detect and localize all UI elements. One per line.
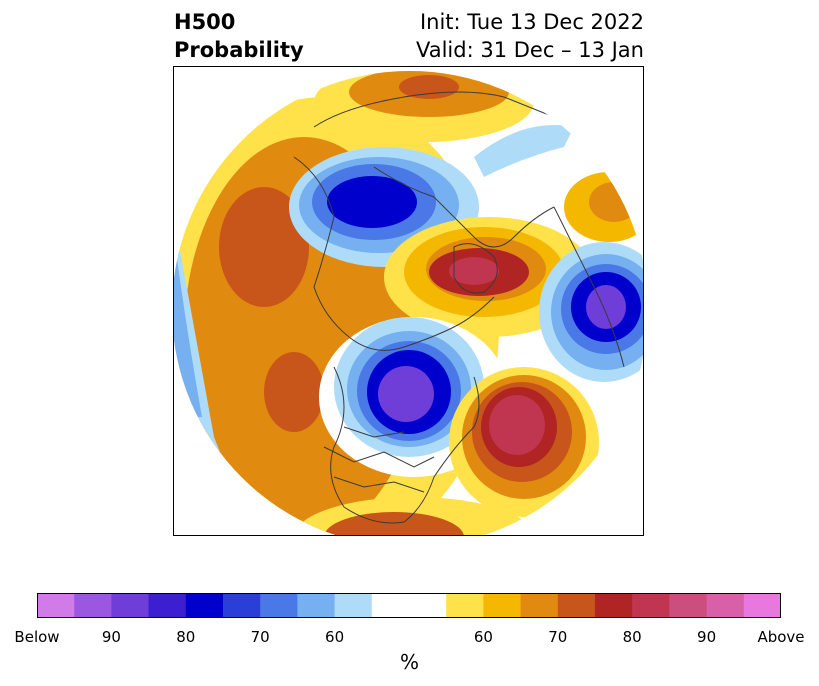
colorbar-unit-label: % — [399, 650, 419, 674]
colorbar-cell — [260, 593, 298, 618]
colorbar-tick: Above — [757, 628, 805, 646]
colorbar-cells — [37, 593, 781, 618]
probability-field — [174, 71, 643, 535]
title-product: Probability — [174, 38, 304, 62]
colorbar-cell — [706, 593, 745, 618]
title-right: Init: Tue 13 Dec 2022 Valid: 31 Dec – 13… — [416, 8, 644, 64]
title-valid-range: Valid: 31 Dec – 13 Jan — [415, 38, 644, 62]
colorbar-cell — [185, 593, 224, 618]
colorbar-cell — [111, 593, 150, 618]
probability-map — [173, 66, 644, 536]
title-init-date: Init: Tue 13 Dec 2022 — [419, 10, 644, 34]
colorbar-cell — [483, 593, 522, 618]
colorbar-tick: 70 — [250, 628, 270, 646]
colorbar-cell — [669, 593, 708, 618]
colorbar-cell — [37, 593, 75, 618]
colorbar-tick: 60 — [325, 628, 345, 646]
colorbar-border — [37, 593, 781, 618]
colorbar-tick: 80 — [176, 628, 196, 646]
colorbar-cell — [334, 593, 373, 618]
coastlines — [293, 91, 625, 524]
colorbar-cell — [595, 593, 633, 618]
colorbar-tick: 60 — [473, 628, 493, 646]
colorbar-cell — [297, 593, 336, 618]
colorbar-tick-labels: Below 90 80 70 60 60 70 80 90 Above — [14, 628, 804, 648]
colorbar-cell — [743, 593, 781, 618]
colorbar-cell — [557, 593, 596, 618]
colorbar-cell — [409, 593, 447, 618]
colorbar-cell — [148, 593, 187, 618]
colorbar-cell — [223, 593, 261, 618]
map-canvas — [174, 71, 643, 535]
colorbar — [37, 593, 781, 618]
colorbar-cell — [520, 593, 559, 618]
colorbar-tick: 80 — [622, 628, 642, 646]
colorbar-cell — [371, 593, 410, 618]
colorbar-tick: 90 — [101, 628, 121, 646]
title-variable: H500 — [174, 10, 236, 34]
colorbar-cell — [446, 593, 484, 618]
colorbar-tick: 70 — [548, 628, 568, 646]
colorbar-tick: 90 — [697, 628, 717, 646]
colorbar-tick: Below — [14, 628, 60, 646]
colorbar-cell — [632, 593, 670, 618]
title-left: H500 Probability — [174, 8, 304, 64]
colorbar-cell — [74, 593, 112, 618]
